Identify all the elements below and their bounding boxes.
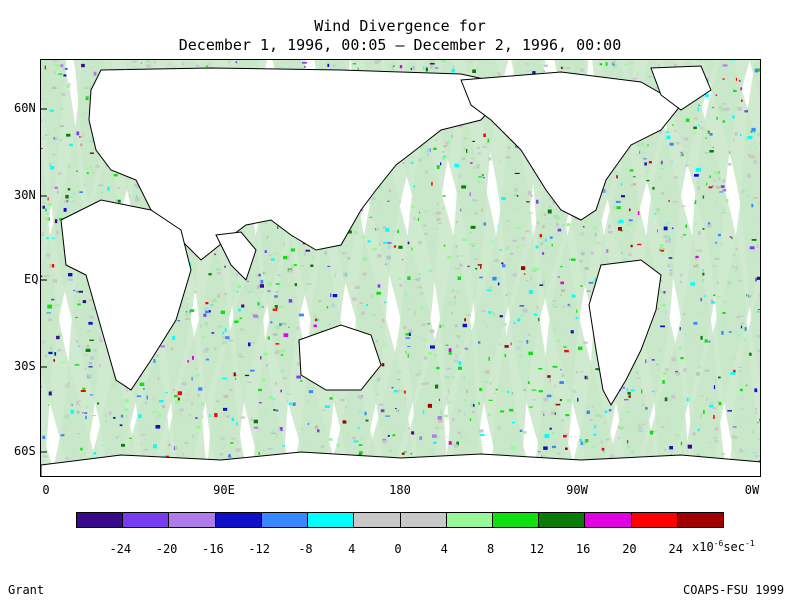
color-scale-tick-label: 4 xyxy=(348,542,356,556)
lat-label-60n: 60N xyxy=(14,101,36,115)
color-scale-tick-label: 16 xyxy=(575,542,591,556)
color-scale-cell xyxy=(261,513,309,527)
continents xyxy=(41,65,760,476)
color-scale-tick-label: -24 xyxy=(109,542,132,556)
lon-label-90e: 90E xyxy=(213,483,235,497)
color-scale-cell xyxy=(631,513,678,527)
lon-label-180: 180 xyxy=(389,483,411,497)
color-scale-cell xyxy=(123,513,170,527)
color-scale-tick-label: -12 xyxy=(248,542,270,556)
lat-label-60s: 60S xyxy=(14,444,36,458)
lon-label-90w: 90W xyxy=(566,483,588,497)
units-label: x10-6sec-1 xyxy=(692,539,755,554)
color-scale-tick-label: -16 xyxy=(202,542,224,556)
color-scale-cell xyxy=(308,513,355,527)
color-scale-tick-label: 4 xyxy=(440,542,448,556)
color-scale-cell xyxy=(446,513,493,527)
color-scale-cell xyxy=(539,513,586,527)
color-scale-bar xyxy=(76,512,724,528)
map-plot-area xyxy=(40,59,761,477)
map-title: Wind Divergence for xyxy=(314,17,486,35)
color-scale-tick-label: 24 xyxy=(668,542,683,556)
lat-label-eq: EQ xyxy=(24,272,39,286)
lat-label-30s: 30S xyxy=(14,359,36,373)
author-credit: Grant xyxy=(8,583,45,597)
color-scale-tick-label: 0 xyxy=(394,542,402,556)
color-scale-tick-label: -20 xyxy=(155,542,178,556)
color-scale-cell xyxy=(77,513,124,527)
lon-label-0w: 0W xyxy=(744,483,760,497)
lat-label-30n: 30N xyxy=(14,188,36,202)
color-scale-cell xyxy=(215,513,262,527)
color-scale-tick-label: 8 xyxy=(486,542,495,556)
lon-label-0: 0 xyxy=(42,483,50,497)
color-scale-cell xyxy=(169,513,216,527)
color-scale-cell xyxy=(354,513,401,527)
institution-credit: COAPS-FSU 1999 xyxy=(683,583,785,597)
color-scale-tick-label: -8 xyxy=(298,542,313,556)
color-scale-cell xyxy=(677,513,724,527)
color-scale-tick-label: 20 xyxy=(622,542,637,556)
map-date-range: December 1, 1996, 00:05 – December 2, 19… xyxy=(178,36,622,54)
color-scale-cell xyxy=(492,513,540,527)
wind-divergence-map xyxy=(41,60,760,476)
color-scale-cell xyxy=(585,513,632,527)
color-scale-tick-label: 12 xyxy=(529,542,545,556)
color-scale-cell xyxy=(400,513,447,527)
